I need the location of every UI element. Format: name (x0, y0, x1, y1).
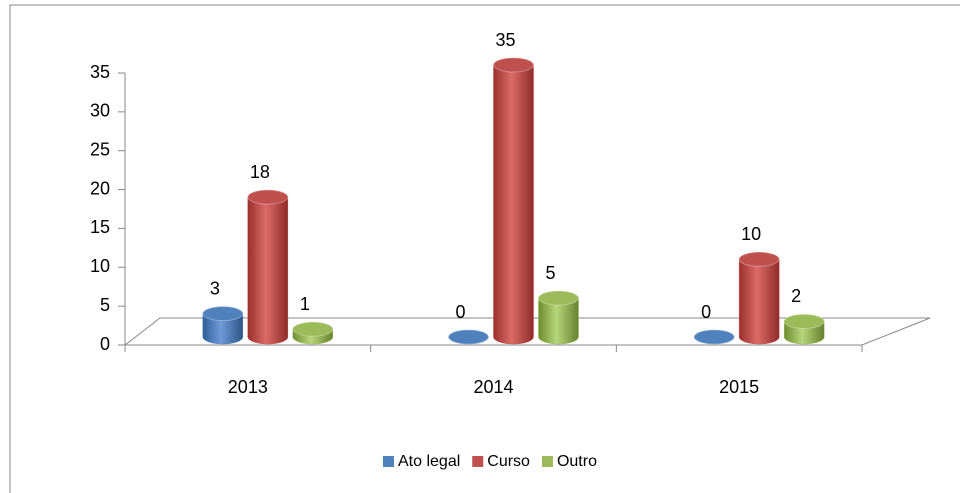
legend-swatch (383, 456, 394, 467)
legend-label: Curso (487, 453, 530, 470)
data-label: 0 (701, 302, 711, 322)
y-tick-label: 25 (90, 139, 110, 159)
data-label: 0 (455, 302, 465, 322)
legend: Ato legal Curso Outro (383, 453, 597, 470)
cylinder-top (292, 321, 334, 337)
data-label: 18 (250, 162, 270, 182)
chart-border (9, 4, 960, 493)
y-tick-label: 30 (90, 101, 110, 121)
y-tick-label: 35 (90, 62, 110, 82)
data-label: 2 (791, 286, 801, 306)
cylinder-top (693, 329, 735, 345)
y-tick-label: 5 (100, 295, 110, 315)
cylinder-top (738, 251, 780, 267)
legend-label: Ato legal (398, 453, 460, 470)
y-tick-label: 20 (90, 178, 110, 198)
y-tick-label: 15 (90, 217, 110, 237)
x-tick-label: 2013 (228, 377, 268, 397)
cylinder-top (783, 313, 825, 329)
data-label: 5 (545, 263, 555, 283)
cylinder-top (448, 329, 489, 345)
x-tick-label: 2015 (719, 377, 759, 397)
data-label: 1 (300, 294, 310, 314)
x-tick-label: 2014 (473, 377, 513, 397)
data-label: 10 (741, 224, 761, 244)
cylinder-top (247, 189, 289, 205)
y-tick-label: 10 (90, 256, 110, 276)
cylinder-top (493, 57, 534, 73)
legend-swatch (472, 456, 484, 467)
data-label: 35 (495, 30, 515, 50)
cylinder (493, 57, 534, 345)
cylinder-top (538, 290, 579, 306)
y-tick-label: 0 (100, 334, 110, 354)
cylinder-top (202, 306, 244, 322)
data-label: 3 (210, 278, 220, 298)
cylinder (247, 189, 289, 345)
legend-label: Outro (557, 453, 597, 470)
legend-swatch (541, 456, 553, 467)
